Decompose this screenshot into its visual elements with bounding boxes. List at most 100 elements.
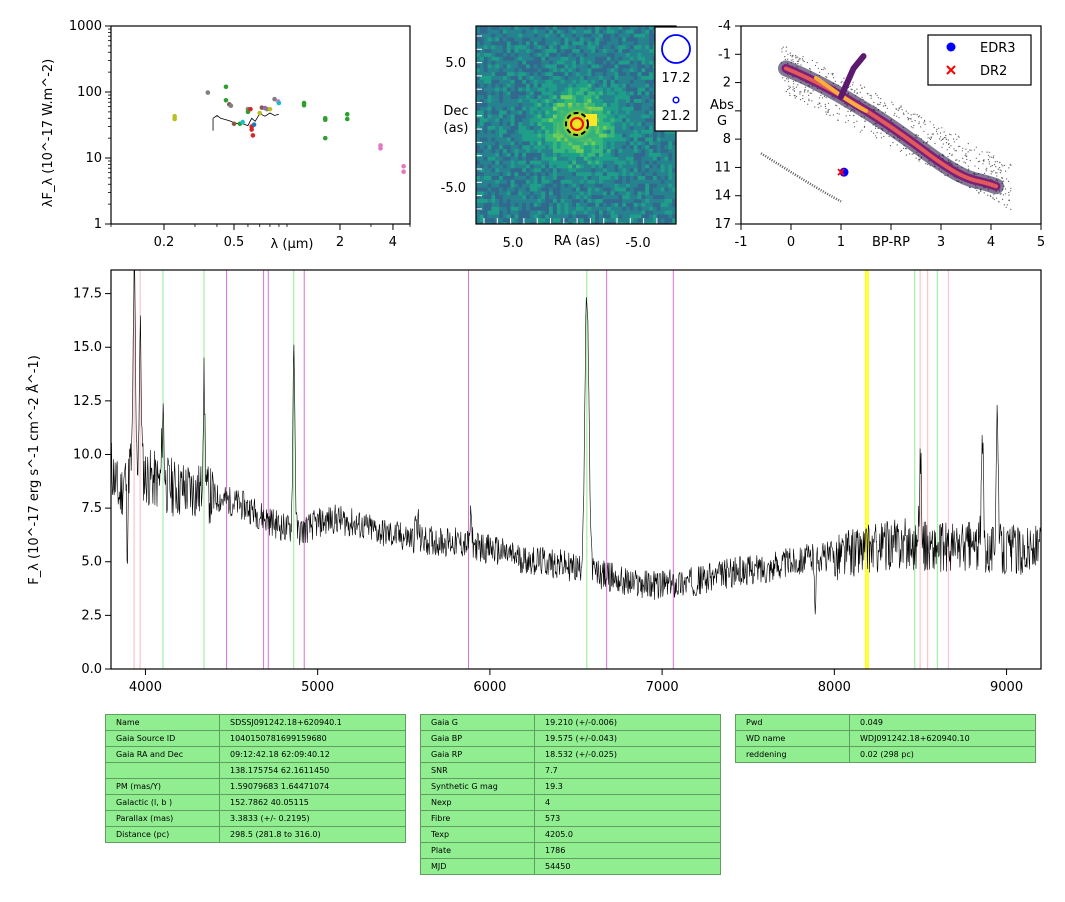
image-pixel — [645, 68, 650, 73]
image-pixel — [483, 37, 488, 42]
image-pixel — [614, 160, 619, 165]
image-pixel — [610, 37, 615, 42]
image-pixel — [629, 179, 634, 184]
image-pixel — [526, 191, 531, 196]
image-pixel — [533, 33, 538, 38]
image-pixel — [499, 60, 504, 65]
image-pixel — [606, 79, 611, 84]
hr-field-star — [931, 133, 934, 135]
image-pixel — [656, 160, 661, 165]
image-pixel — [479, 95, 484, 100]
image-pixel — [649, 183, 654, 188]
hr-field-star — [792, 86, 794, 88]
image-pixel — [595, 106, 600, 111]
hr-field-star — [990, 170, 992, 172]
image-pixel — [502, 133, 508, 138]
image-pixel — [487, 41, 492, 46]
image-pixel — [626, 102, 631, 108]
image-pixel — [668, 187, 673, 192]
image-pixel — [487, 183, 492, 188]
hr-field-star — [875, 93, 877, 95]
image-pixel — [518, 29, 523, 34]
image-pixel — [606, 106, 611, 111]
image-pixel — [641, 137, 646, 142]
image-pixel — [645, 122, 650, 127]
image-pixel — [549, 187, 554, 192]
image-pixel — [637, 122, 642, 127]
image-pixel — [506, 76, 511, 81]
image-pixel — [506, 68, 511, 73]
image-pixel — [552, 102, 558, 108]
image-pixel — [526, 176, 531, 181]
image-pixel — [614, 52, 619, 58]
legend-dr2-label: DR2 — [980, 64, 1007, 79]
image-pixel — [560, 168, 565, 173]
image-pixel — [649, 33, 654, 38]
image-pixel — [579, 26, 584, 31]
hr-field-star — [879, 102, 882, 104]
row-label: reddening — [735, 746, 850, 763]
hr-field-star — [938, 127, 940, 129]
image-pixel — [522, 141, 527, 146]
image-pixel — [668, 206, 673, 211]
image-pixel — [614, 168, 619, 173]
image-pixel — [556, 76, 561, 81]
image-pixel — [587, 76, 592, 81]
image-pixel — [626, 137, 631, 142]
image-pixel — [552, 126, 558, 131]
image-pixel — [587, 52, 592, 58]
image-pixel — [652, 160, 658, 165]
image-pixel — [568, 210, 573, 215]
sed-point — [249, 127, 254, 132]
image-pixel — [549, 29, 554, 34]
image-pixel — [533, 26, 538, 31]
image-pixel — [583, 91, 588, 96]
image-pixel — [618, 133, 623, 138]
image-pixel — [506, 29, 511, 34]
image-pixel — [587, 41, 592, 46]
hr-field-star — [1007, 180, 1010, 182]
image-pixel — [629, 64, 634, 69]
image-pixel — [664, 160, 669, 165]
hr-field-star — [894, 112, 896, 115]
image-pixel — [564, 41, 569, 46]
hr-field-star — [820, 68, 823, 71]
hr-x-tick-label: 3 — [937, 235, 945, 250]
image-pixel — [549, 37, 554, 42]
image-pixel — [487, 214, 492, 219]
image-pixel — [595, 60, 600, 65]
image-pixel — [622, 79, 627, 84]
image-pixel — [564, 172, 569, 177]
image-pixel — [541, 218, 546, 223]
image-pixel — [622, 76, 627, 81]
image-pixel — [599, 210, 604, 215]
image-pixel — [572, 72, 577, 77]
image-pixel — [637, 218, 642, 223]
row-label: Fibre — [420, 810, 535, 827]
image-pixel — [602, 102, 608, 108]
image-pixel — [487, 79, 492, 84]
image-pixel — [537, 114, 542, 119]
image-pixel — [672, 141, 676, 146]
image-pixel — [576, 68, 581, 73]
image-pixel — [572, 45, 577, 50]
image-pixel — [656, 183, 661, 188]
image-pixel — [499, 87, 504, 92]
image-pixel — [579, 202, 584, 208]
image-pixel — [660, 141, 665, 146]
hr-field-star — [799, 99, 802, 101]
image-pixel — [514, 114, 519, 119]
hr-field-star — [801, 58, 804, 60]
image-pixel — [629, 91, 634, 96]
image-pixel — [618, 26, 623, 31]
image-pixel — [664, 145, 669, 150]
image-pixel — [526, 106, 531, 111]
image-pixel — [518, 91, 523, 96]
image-pixel — [560, 102, 565, 108]
image-pixel — [622, 26, 627, 31]
image-pixel — [629, 110, 634, 115]
row-value: 573 — [534, 810, 721, 827]
image-pixel — [668, 129, 673, 134]
image-pixel — [510, 83, 515, 88]
image-pixel — [602, 56, 608, 61]
